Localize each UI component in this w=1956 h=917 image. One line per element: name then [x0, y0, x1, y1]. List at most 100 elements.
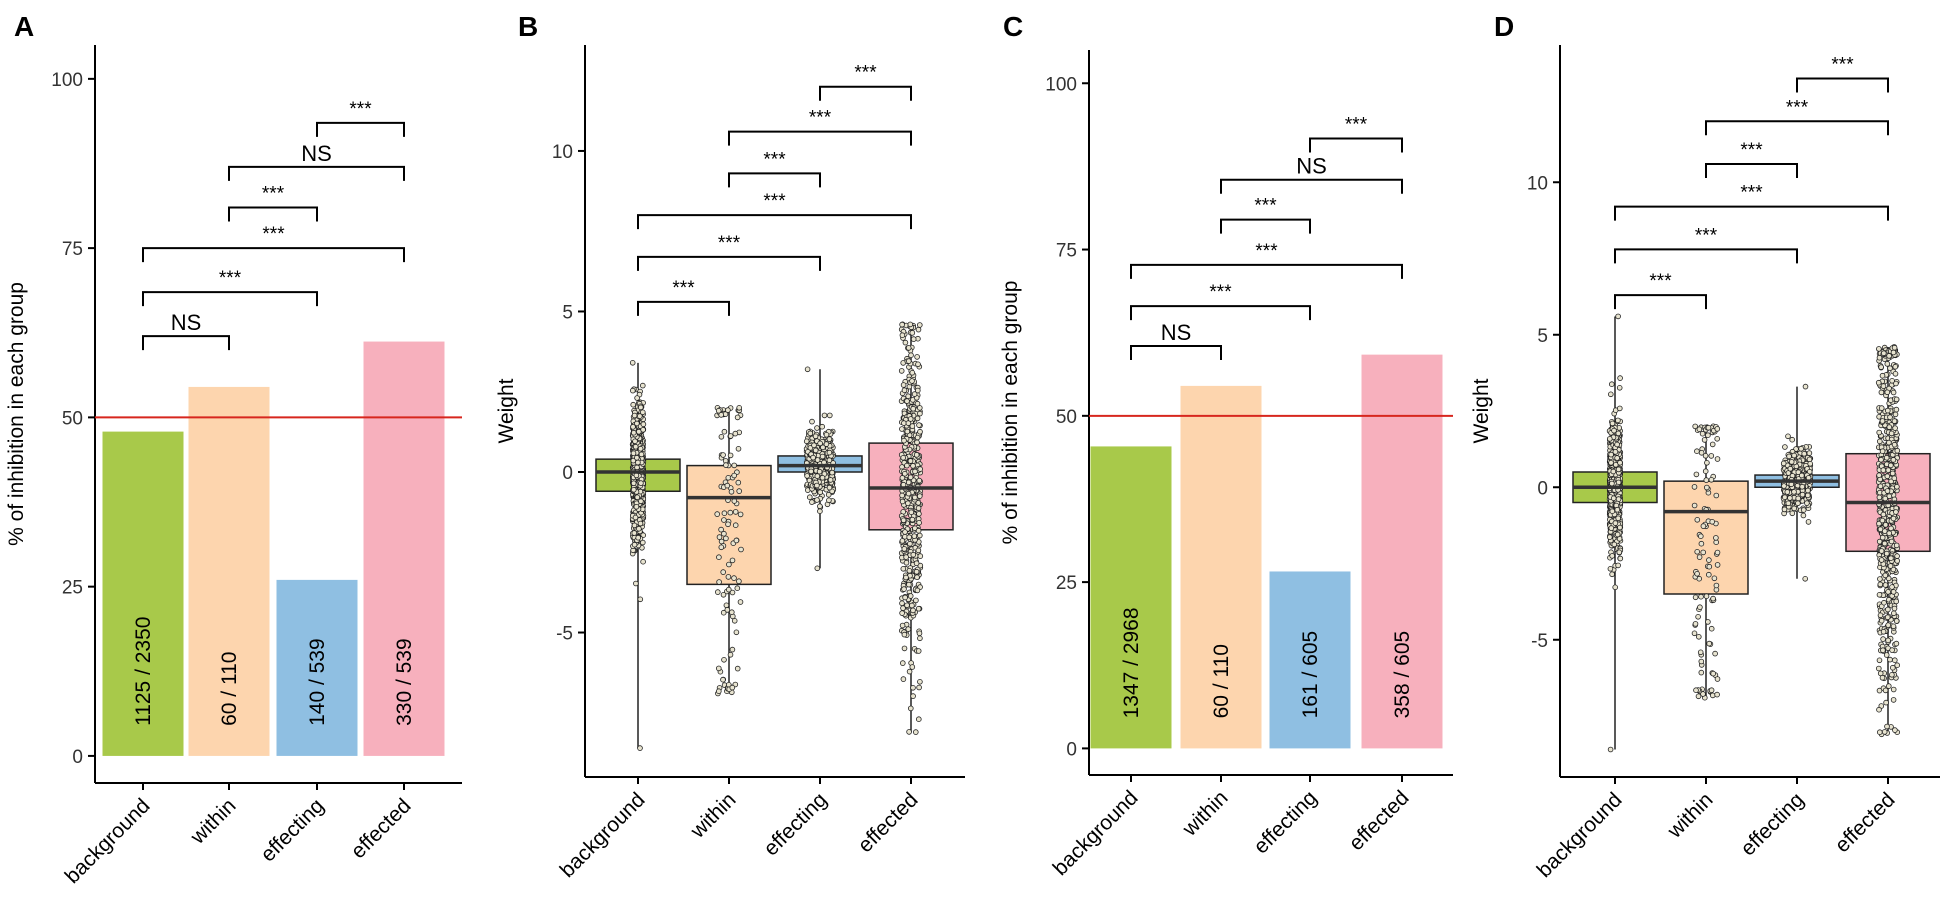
data-point [913, 560, 920, 566]
data-point [914, 434, 921, 441]
data-point [1893, 396, 1900, 403]
data-point [639, 382, 646, 389]
data-point [630, 401, 636, 408]
data-point [1882, 582, 1889, 588]
data-point [915, 605, 922, 612]
data-point [736, 404, 742, 411]
data-point [1885, 467, 1892, 473]
data-point [905, 345, 912, 351]
data-point [899, 610, 905, 616]
data-point [916, 322, 923, 328]
data-point [637, 445, 644, 452]
data-point [631, 412, 638, 419]
data-point [1882, 572, 1889, 579]
comparison-background-within-label: NS [1161, 320, 1192, 345]
data-point [1877, 612, 1884, 619]
data-point [1714, 549, 1721, 556]
data-point [1615, 466, 1622, 473]
data-point [1893, 618, 1900, 624]
data-point [907, 458, 914, 464]
data-point [826, 484, 833, 491]
data-point [727, 433, 734, 439]
data-point [1691, 484, 1698, 490]
comparison-effecting-effected-label: *** [1345, 114, 1368, 135]
data-point [901, 387, 908, 394]
data-point [1714, 691, 1720, 698]
data-point [1880, 636, 1886, 642]
data-point [907, 705, 914, 712]
data-point [1700, 523, 1707, 529]
data-point [907, 416, 914, 422]
data-point [1894, 483, 1900, 490]
data-point [814, 425, 820, 431]
data-point [1780, 460, 1787, 467]
data-point [1888, 430, 1895, 437]
comparison-background-effected-label: *** [262, 224, 285, 245]
data-point [1694, 548, 1700, 555]
data-point [639, 409, 646, 416]
comparison-within-effecting-bracket [1705, 162, 1798, 178]
data-point [630, 486, 637, 493]
data-point [905, 490, 912, 497]
data-point [912, 494, 918, 501]
data-point [1789, 436, 1795, 443]
data-point [1890, 515, 1897, 522]
data-point [1781, 483, 1787, 489]
data-point [1617, 524, 1623, 531]
data-point [1691, 630, 1698, 637]
data-point [734, 414, 741, 421]
data-point [630, 450, 637, 457]
data-point [827, 477, 834, 483]
data-point [637, 745, 643, 751]
data-point [904, 428, 911, 435]
data-point [913, 568, 920, 575]
data-point [1617, 375, 1623, 381]
data-point [902, 529, 908, 535]
data-point [1891, 441, 1898, 448]
data-point [1889, 647, 1895, 653]
data-point [725, 521, 731, 528]
data-point [1884, 389, 1891, 396]
data-point [1891, 475, 1898, 482]
y-tick-label: 50 [62, 408, 83, 429]
data-point [903, 554, 909, 560]
data-point [1694, 570, 1700, 577]
comparison-background-effecting-label: *** [1695, 225, 1718, 246]
data-point [636, 413, 643, 419]
data-point [1884, 614, 1891, 621]
data-point [720, 609, 727, 616]
data-point [1877, 483, 1884, 490]
data-point [1713, 492, 1720, 499]
data-point [899, 498, 906, 505]
data-point [1617, 405, 1623, 412]
data-point [1609, 480, 1615, 487]
data-point [916, 630, 923, 637]
data-point [725, 407, 731, 413]
data-point [899, 426, 905, 432]
data-point [725, 574, 732, 580]
bar-within [188, 386, 270, 756]
bar-label-effected: 330 / 539 [393, 638, 416, 726]
data-point [910, 463, 916, 469]
data-point [1787, 495, 1793, 501]
data-point [1609, 381, 1615, 388]
data-point [1714, 456, 1721, 462]
y-axis-title: Weight [1470, 378, 1493, 443]
data-point [917, 553, 924, 559]
data-point [914, 354, 920, 360]
data-point [631, 522, 638, 529]
data-point [816, 468, 823, 475]
data-point [634, 395, 640, 401]
data-point [806, 494, 813, 501]
comparison-within-effected-label: *** [1786, 97, 1809, 118]
data-point [901, 645, 908, 652]
data-point [1891, 605, 1898, 612]
data-point [901, 420, 907, 426]
panel-c: C 0 25 50 75 100 % of inhibition in each group… [999, 11, 1453, 880]
data-point [1886, 530, 1892, 536]
comparison-background-effected-bracket [1614, 205, 1889, 221]
data-point [635, 534, 641, 541]
data-point [819, 423, 825, 430]
data-point [1782, 494, 1788, 501]
data-point [1782, 444, 1788, 450]
